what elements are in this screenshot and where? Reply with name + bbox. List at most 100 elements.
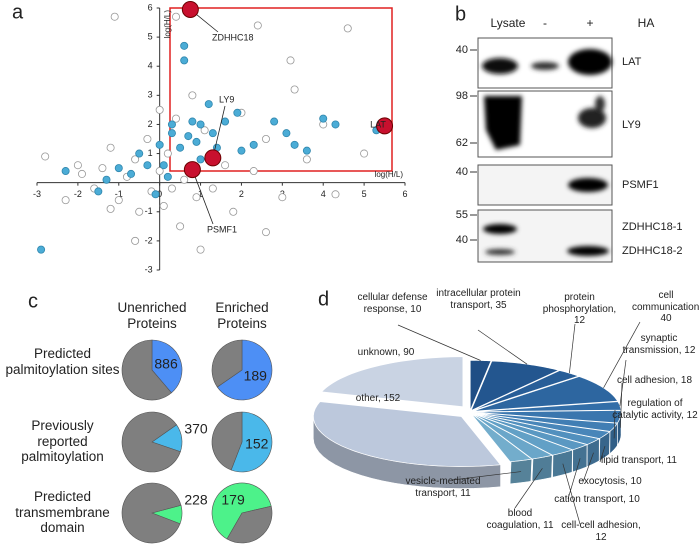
pie-slice [151, 339, 183, 394]
data-point [208, 129, 217, 138]
data-point [37, 245, 46, 254]
mw-marker: 62 [456, 137, 468, 149]
data-point [180, 56, 189, 65]
data-point [208, 184, 217, 193]
pie-slice [471, 412, 574, 456]
data-point [192, 137, 201, 146]
pie-slice [230, 411, 273, 473]
pie-slice [216, 339, 273, 401]
pie-slice [472, 412, 601, 445]
pie-label: vesicle-mediated transport, 11 [405, 476, 481, 499]
pie-tops [313, 356, 622, 467]
highlight-point [376, 117, 394, 135]
x-tick-label: -3 [33, 189, 41, 199]
data-point [286, 56, 295, 65]
highlight-point [183, 161, 201, 179]
data-point [196, 120, 205, 129]
data-point [221, 161, 230, 170]
pie-slice [121, 339, 172, 401]
data-point [135, 149, 144, 158]
lane-header: + [586, 16, 593, 30]
data-point [77, 169, 86, 178]
highlight-label: LAT [370, 119, 386, 129]
leader-line [567, 458, 581, 500]
y-tick-label: 2 [148, 119, 153, 129]
data-point [331, 190, 340, 199]
data-point [188, 117, 197, 126]
pie-slice [471, 370, 580, 412]
data-point [331, 120, 340, 129]
x-tick-label: -1 [115, 189, 123, 199]
lane-header: - [543, 16, 547, 30]
data-point [41, 152, 50, 161]
blot-label: ZDHHC18-2 [622, 245, 683, 257]
data-point [155, 140, 164, 149]
pie-slice [211, 411, 243, 471]
pie-label: exocytosis, 10 [578, 476, 642, 487]
pie-label: cell-cell adhesion, 12 [561, 520, 641, 543]
data-point [249, 140, 258, 149]
data-point [163, 172, 172, 181]
data-point [176, 222, 185, 231]
pie-label: other, 152 [355, 393, 401, 404]
leader-line [514, 468, 543, 509]
highlight-label: LY9 [219, 94, 234, 104]
leader-line [569, 323, 576, 374]
mw-marker: 40 [456, 234, 468, 246]
x-tick-label: -2 [74, 189, 82, 199]
data-point [229, 207, 238, 216]
data-point [290, 85, 299, 94]
data-point [192, 193, 201, 202]
row-label: Predicted palmitoylation sites [5, 346, 120, 377]
pie-slice [121, 411, 181, 473]
pie-label: cellular defense response, 10 [357, 292, 428, 315]
data-point [61, 196, 70, 205]
pie-label: cation transport, 10 [554, 494, 640, 505]
data-point [249, 167, 258, 176]
y-tick-label: -3 [145, 264, 153, 274]
pie-label: protein phosphorylation, 12 [542, 292, 617, 326]
data-point [319, 114, 328, 123]
panel-label: b [455, 3, 466, 25]
lane-header: HA [638, 16, 655, 30]
data-point [114, 164, 123, 173]
highlight-point [181, 0, 199, 18]
data-point [237, 146, 246, 155]
data-point [221, 117, 230, 126]
data-point [200, 126, 209, 135]
data-point [261, 228, 270, 237]
highlight-point [204, 149, 222, 167]
mw-marker: 40 [456, 166, 468, 178]
y-axis-label: log(H/L) [163, 10, 172, 39]
pie-slice [211, 339, 243, 388]
data-point [102, 175, 111, 184]
leader-line [192, 169, 214, 225]
pie-label: cell adhesion, 18 [616, 375, 693, 386]
data-point [196, 155, 205, 164]
data-point [180, 41, 189, 50]
western-blots: Lysate - + HA [477, 16, 655, 263]
pie-label: regulation of catalytic activity, 12 [612, 398, 698, 421]
data-point [302, 155, 311, 164]
pie-label: unknown, 90 [357, 347, 415, 358]
data-point [302, 146, 311, 155]
leader-line [613, 409, 616, 439]
pie-slice [211, 482, 272, 540]
mw-marker: 55 [456, 209, 468, 221]
row-label: Predicted transmembrane domain [15, 489, 110, 536]
data-point [73, 161, 82, 170]
data-point [98, 164, 107, 173]
data-point [176, 143, 185, 152]
y-tick-label: 6 [148, 2, 153, 12]
x-tick-label: 0 [157, 189, 162, 199]
pie-label: 152 [245, 435, 269, 451]
data-point [343, 24, 352, 33]
column-header: Unenriched Proteins [117, 300, 187, 331]
bands [482, 49, 612, 75]
data-point [167, 129, 176, 138]
highlight-label: ZDHHC18 [212, 32, 254, 42]
data-point [151, 190, 160, 199]
blot-label: ZDHHC18-1 [622, 221, 683, 233]
leader-line [619, 359, 627, 406]
